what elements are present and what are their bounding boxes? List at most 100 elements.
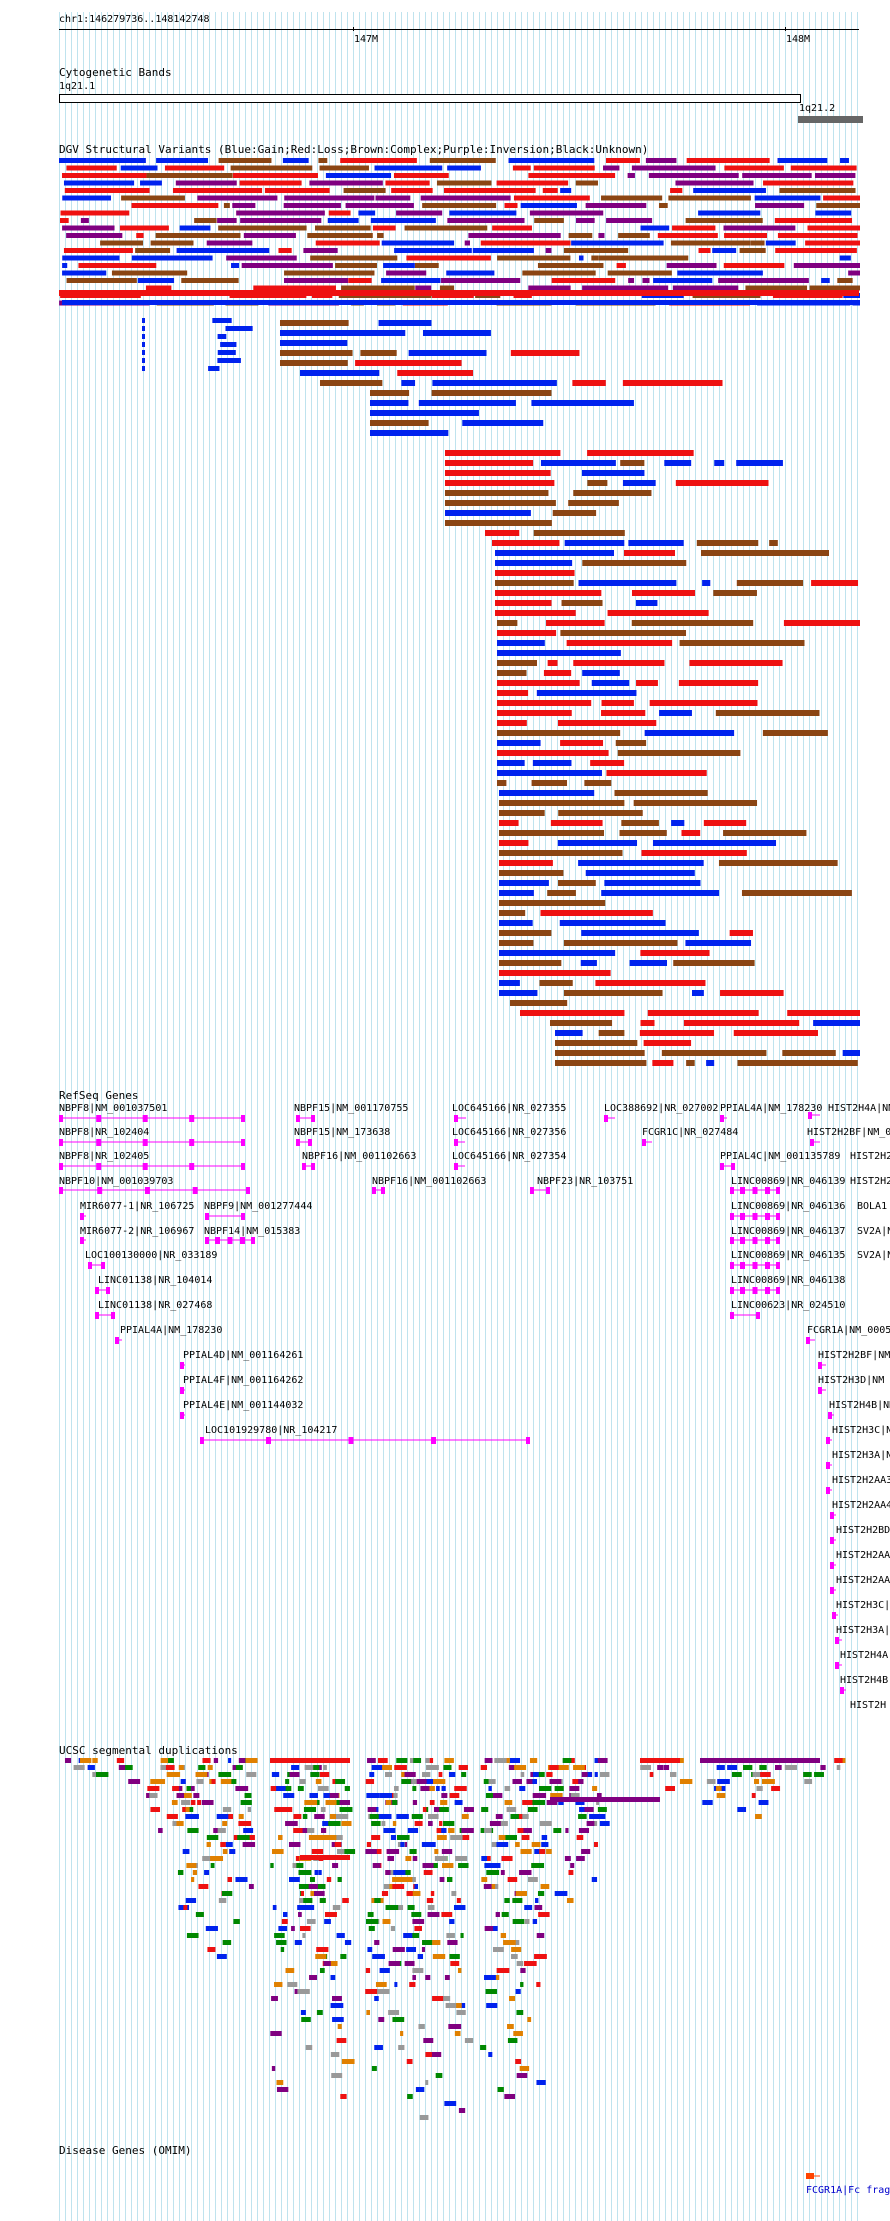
dgv-variant[interactable] xyxy=(813,1020,860,1026)
segdup-feature[interactable] xyxy=(306,1919,316,1924)
segdup-feature[interactable] xyxy=(344,1940,352,1945)
dgv-variant[interactable] xyxy=(445,520,552,526)
gene-label[interactable]: PPIAL4F|NM_001164262 xyxy=(183,1375,304,1386)
segdup-feature[interactable] xyxy=(663,1765,670,1770)
segdup-feature[interactable] xyxy=(576,1835,584,1840)
gene-label[interactable]: MIR6077-1|NR_106725 xyxy=(80,1201,195,1212)
segdup-feature[interactable] xyxy=(649,1772,654,1777)
dgv-variant[interactable] xyxy=(172,188,263,193)
dgv-variant[interactable] xyxy=(643,1040,692,1046)
dgv-variant[interactable] xyxy=(447,165,481,171)
dgv-variant[interactable] xyxy=(232,173,318,178)
segdup-feature[interactable] xyxy=(331,1996,342,2001)
omim-feature[interactable] xyxy=(806,2173,814,2179)
dgv-variant[interactable] xyxy=(431,390,552,396)
segdup-feature[interactable] xyxy=(172,1821,178,1826)
segdup-feature[interactable] xyxy=(597,1807,607,1812)
dgv-variant[interactable] xyxy=(206,240,253,246)
segdup-feature[interactable] xyxy=(216,1954,227,1959)
gene-exon[interactable] xyxy=(776,1237,780,1244)
gene-exon[interactable] xyxy=(296,1115,300,1122)
gene-label[interactable]: NBPF16|NM_001102663 xyxy=(302,1151,417,1162)
segdup-feature[interactable] xyxy=(587,1772,592,1777)
dgv-variant[interactable] xyxy=(142,334,145,339)
segdup-feature[interactable] xyxy=(365,1989,378,1994)
segdup-feature[interactable] xyxy=(532,1772,543,1777)
segdup-feature[interactable] xyxy=(549,1779,562,1784)
segdup-feature[interactable] xyxy=(381,1891,389,1896)
segdup-feature[interactable] xyxy=(839,1758,846,1763)
dgv-variant[interactable] xyxy=(131,203,219,208)
segdup-feature[interactable] xyxy=(337,2024,342,2029)
dgv-variant[interactable] xyxy=(62,255,120,261)
dgv-variant[interactable] xyxy=(345,203,414,208)
segdup-feature[interactable] xyxy=(546,1800,558,1805)
dgv-variant[interactable] xyxy=(377,233,384,238)
segdup-feature[interactable] xyxy=(454,1786,467,1791)
segdup-feature[interactable] xyxy=(483,1884,495,1889)
segdup-feature[interactable] xyxy=(299,1898,306,1903)
segdup-feature[interactable] xyxy=(515,1891,527,1896)
segdup-feature[interactable] xyxy=(509,1996,516,2001)
dgv-variant[interactable] xyxy=(703,820,747,826)
segdup-feature[interactable] xyxy=(227,1877,232,1882)
segdup-feature[interactable] xyxy=(436,1828,444,1833)
segdup-feature[interactable] xyxy=(382,1919,391,1924)
segdup-feature[interactable] xyxy=(340,2094,347,2099)
segdup-feature[interactable] xyxy=(519,1870,532,1875)
gene-label[interactable]: PPIAL4C|NM_001135789 xyxy=(720,1151,841,1162)
gene-label[interactable]: LINC01138|NR_027468 xyxy=(98,1300,213,1311)
segdup-feature[interactable] xyxy=(495,1912,500,1917)
dgv-variant[interactable] xyxy=(396,210,443,216)
gene-exon[interactable] xyxy=(642,1139,646,1146)
dgv-variant[interactable] xyxy=(510,350,580,356)
segdup-feature[interactable] xyxy=(177,1870,184,1875)
dgv-variant[interactable] xyxy=(564,540,625,546)
segdup-feature[interactable] xyxy=(385,1800,398,1805)
dgv-variant[interactable] xyxy=(568,233,593,238)
dgv-variant[interactable] xyxy=(529,210,604,216)
segdup-feature[interactable] xyxy=(289,1772,300,1777)
gene-exon[interactable] xyxy=(826,1487,830,1494)
dgv-variant[interactable] xyxy=(614,790,708,796)
gene-label[interactable]: MIR6077-2|NR_106967 xyxy=(80,1226,195,1237)
dgv-variant[interactable] xyxy=(814,173,856,178)
gene-exon[interactable] xyxy=(526,1437,530,1444)
dgv-variant[interactable] xyxy=(145,285,172,291)
segdup-feature[interactable] xyxy=(415,2087,425,2092)
segdup-feature[interactable] xyxy=(716,1765,725,1770)
dgv-variant[interactable] xyxy=(393,173,449,178)
segdup-feature[interactable] xyxy=(589,1814,596,1819)
segdup-feature[interactable] xyxy=(180,1779,186,1784)
segdup-feature[interactable] xyxy=(427,1905,435,1910)
segdup-feature[interactable] xyxy=(494,1758,507,1763)
gene-exon[interactable] xyxy=(826,1462,830,1469)
segdup-feature[interactable] xyxy=(447,1940,458,1945)
segdup-feature[interactable] xyxy=(365,1968,371,1973)
segdup-feature[interactable] xyxy=(502,1821,508,1826)
segdup-feature[interactable] xyxy=(451,1891,457,1896)
segdup-feature[interactable] xyxy=(302,1933,306,1938)
dgv-variant[interactable] xyxy=(639,1030,715,1036)
gene-exon[interactable] xyxy=(832,1612,836,1619)
dgv-variant[interactable] xyxy=(497,690,529,696)
segdup-feature[interactable] xyxy=(814,1772,824,1777)
dgv-variant[interactable] xyxy=(142,342,145,347)
segdup-feature[interactable] xyxy=(146,1793,150,1798)
segdup-feature[interactable] xyxy=(737,1807,747,1812)
segdup-feature[interactable] xyxy=(518,1814,526,1819)
segdup-feature[interactable] xyxy=(771,1786,781,1791)
segdup-feature[interactable] xyxy=(300,1891,305,1896)
segdup-feature[interactable] xyxy=(321,1772,330,1777)
dgv-variant[interactable] xyxy=(659,710,692,716)
dgv-variant[interactable] xyxy=(142,318,145,323)
segdup-feature[interactable] xyxy=(314,1870,319,1875)
segdup-feature[interactable] xyxy=(297,1989,310,1994)
segdup-feature[interactable] xyxy=(367,1807,377,1812)
dgv-variant[interactable] xyxy=(573,660,665,666)
gene-label[interactable]: LOC645166|NR_027355 xyxy=(452,1103,567,1114)
segdup-feature[interactable] xyxy=(565,1828,569,1833)
segdup-feature[interactable] xyxy=(385,1905,399,1910)
dgv-variant[interactable] xyxy=(631,620,754,626)
dgv-variant[interactable] xyxy=(678,680,759,686)
